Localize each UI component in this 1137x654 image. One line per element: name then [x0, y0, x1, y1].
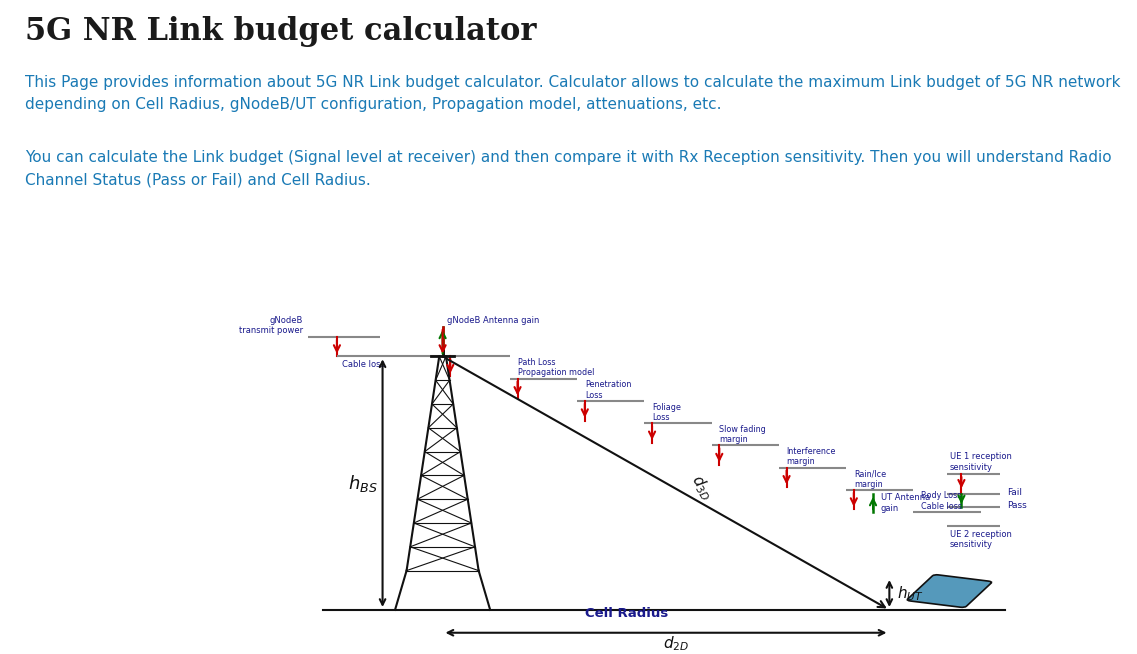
Text: Rain/Ice
margin: Rain/Ice margin: [854, 470, 886, 489]
Text: UT Antenna
gain: UT Antenna gain: [881, 493, 930, 513]
Text: Cell Radius: Cell Radius: [586, 607, 669, 620]
Text: $d_{2D}$: $d_{2D}$: [663, 634, 689, 653]
Text: UE 1 reception
sensitivity: UE 1 reception sensitivity: [949, 452, 1012, 472]
Text: This Page provides information about 5G NR Link budget calculator. Calculator al: This Page provides information about 5G …: [25, 75, 1121, 112]
Text: Foliage
Loss: Foliage Loss: [652, 402, 681, 422]
Text: Pass: Pass: [1007, 501, 1028, 509]
Text: Fail: Fail: [1007, 488, 1022, 496]
Text: Cable loss: Cable loss: [342, 360, 384, 370]
Text: $h_{BS}$: $h_{BS}$: [348, 473, 377, 494]
Text: Body Loss
Cable loss: Body Loss Cable loss: [921, 492, 962, 511]
Text: Interference
margin: Interference margin: [787, 447, 836, 466]
Text: 5G NR Link budget calculator: 5G NR Link budget calculator: [25, 16, 537, 47]
Text: gNodeB
transmit power: gNodeB transmit power: [239, 316, 304, 335]
FancyBboxPatch shape: [907, 575, 991, 608]
Text: gNodeB Antenna gain: gNodeB Antenna gain: [448, 317, 540, 326]
Text: Path Loss
Propagation model: Path Loss Propagation model: [517, 358, 594, 377]
Text: Slow fading
margin: Slow fading margin: [720, 425, 766, 444]
Text: $h_{UT}$: $h_{UT}$: [897, 584, 923, 603]
Text: UE 2 reception
sensitivity: UE 2 reception sensitivity: [949, 530, 1012, 549]
Text: You can calculate the Link budget (Signal level at receiver) and then compare it: You can calculate the Link budget (Signa…: [25, 150, 1112, 188]
Text: $d_{3D}$: $d_{3D}$: [687, 472, 716, 504]
Text: Penetration
Loss: Penetration Loss: [584, 380, 631, 400]
